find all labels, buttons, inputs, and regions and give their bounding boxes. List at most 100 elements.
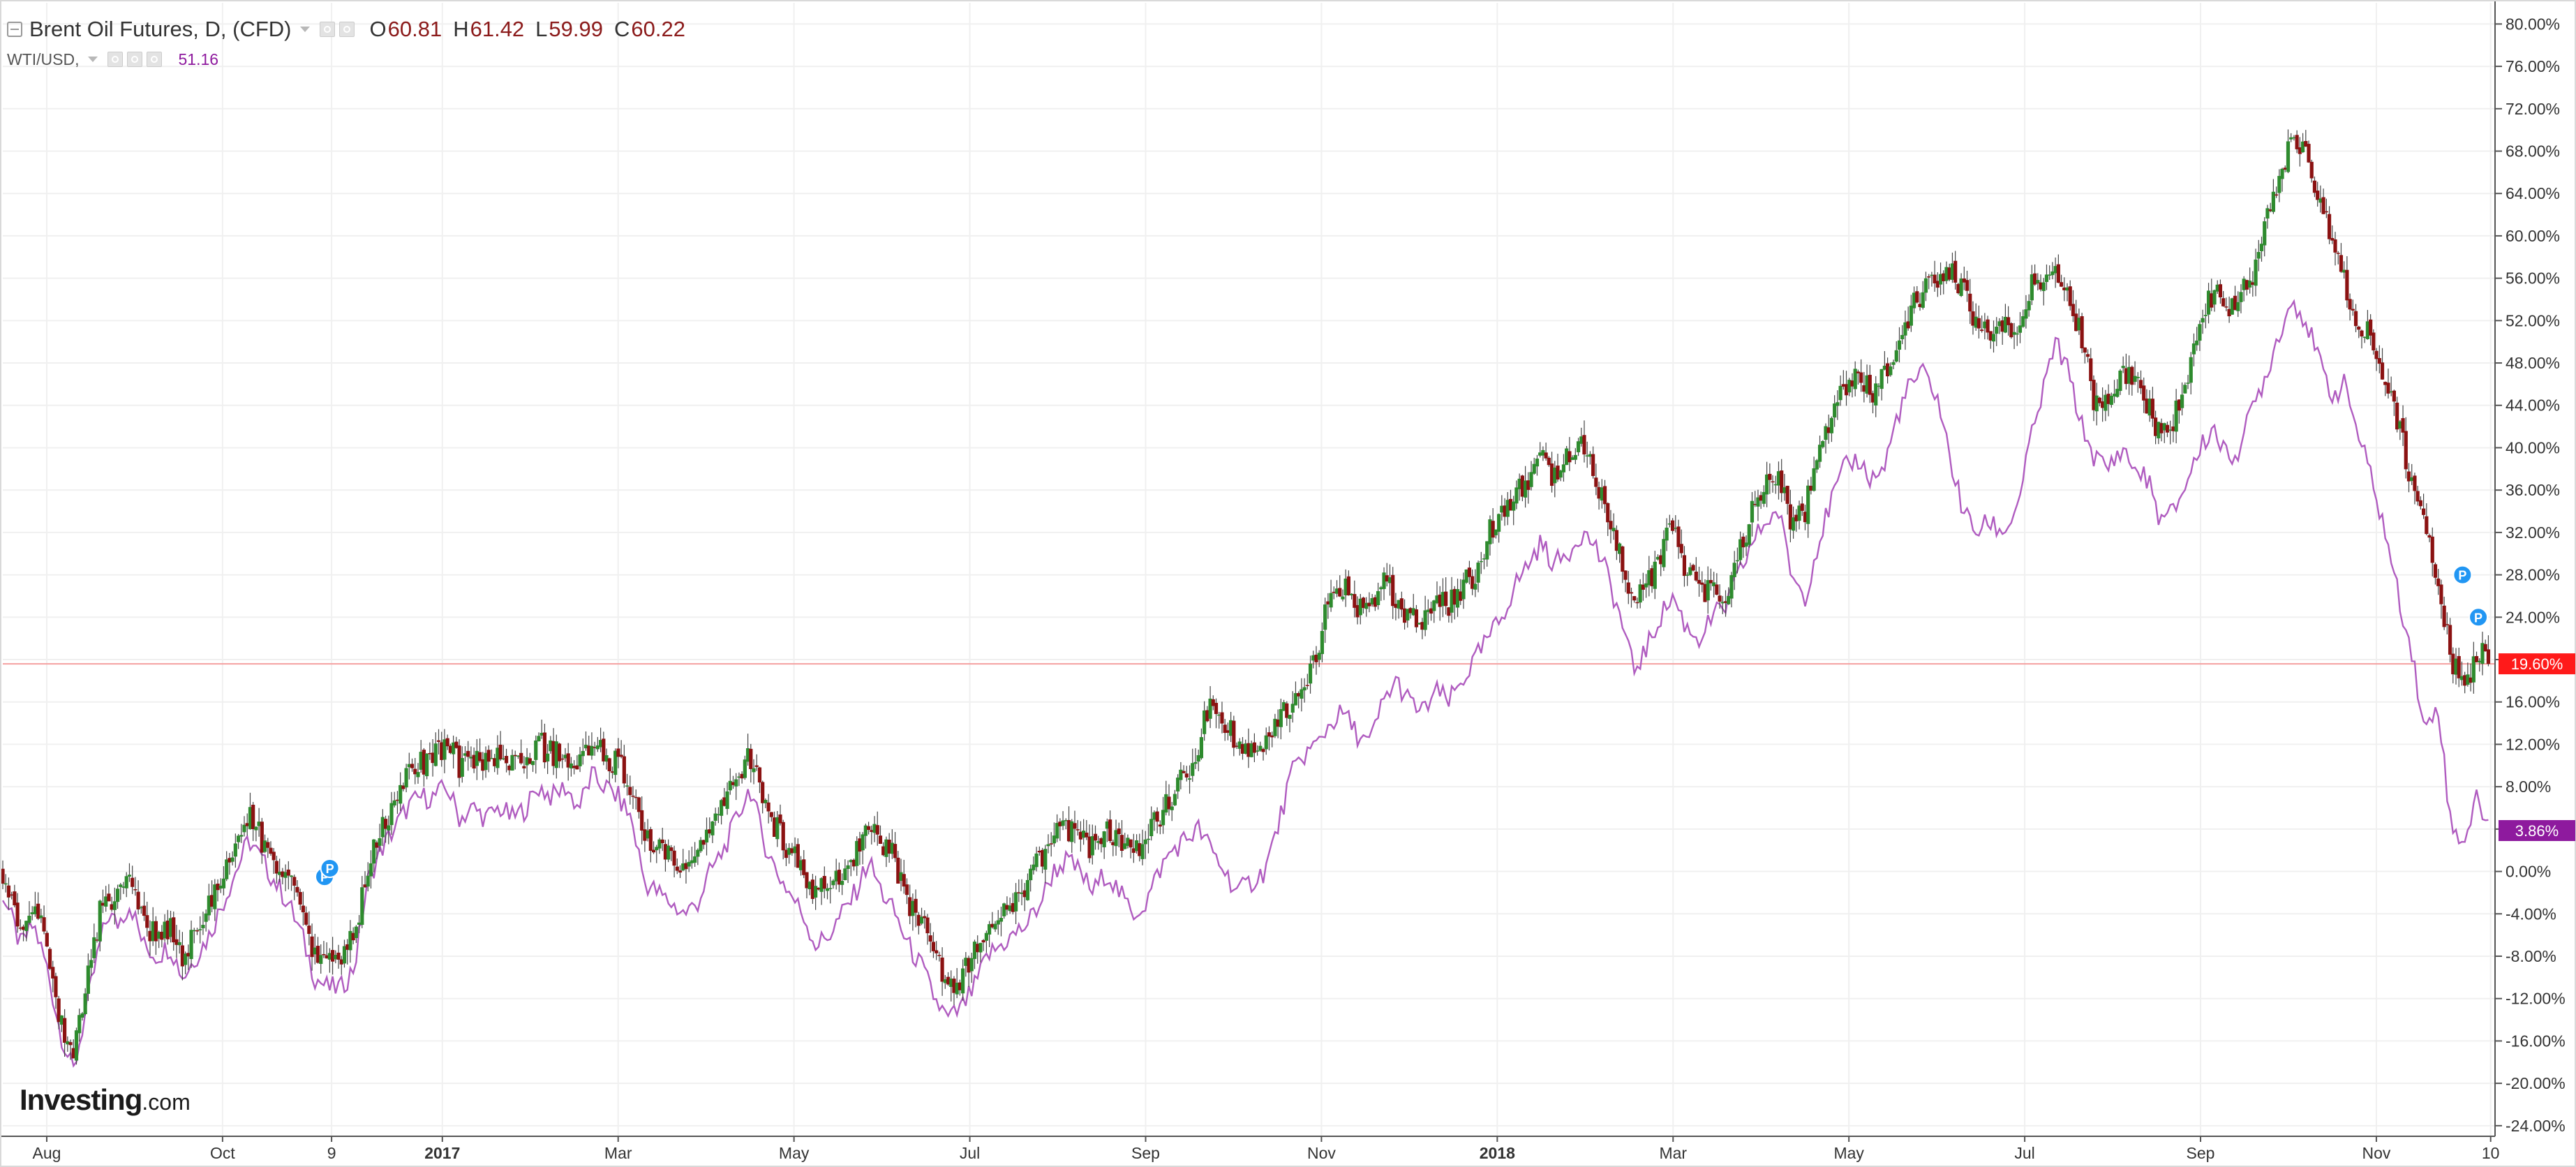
series-menu-chevron-down-icon[interactable] bbox=[299, 27, 310, 32]
candle-body bbox=[1373, 597, 1377, 607]
candle-body bbox=[2345, 269, 2349, 301]
candle-body bbox=[1267, 732, 1272, 737]
event-badge-circle[interactable] bbox=[2469, 607, 2489, 627]
investing-logo[interactable]: Investing .com bbox=[20, 1083, 191, 1117]
candle-body bbox=[749, 748, 753, 769]
candle-body bbox=[2224, 306, 2228, 308]
candle-body bbox=[699, 840, 703, 852]
candle-body bbox=[1900, 334, 1905, 340]
candle-body bbox=[1629, 592, 1634, 594]
candle-body bbox=[696, 849, 700, 857]
candle-body bbox=[2469, 677, 2473, 683]
candle-body bbox=[583, 745, 588, 749]
candle-body bbox=[2118, 370, 2122, 392]
candle-body bbox=[1482, 558, 1487, 560]
candle-body bbox=[2018, 325, 2023, 333]
compare-visibility-eye-icon[interactable] bbox=[107, 52, 123, 67]
candle-body bbox=[1991, 334, 1996, 342]
candle-body bbox=[2392, 390, 2396, 402]
candle-body bbox=[976, 944, 980, 953]
candle-body bbox=[1364, 602, 1369, 609]
candle-body bbox=[501, 758, 505, 760]
main-series-title[interactable]: Brent Oil Futures, D, (CFD) bbox=[29, 17, 292, 41]
candle-body bbox=[1641, 584, 1645, 590]
candle-body bbox=[775, 817, 780, 840]
event-badge-label[interactable]: P bbox=[2474, 611, 2482, 625]
y-tick-label: -16.00% bbox=[2506, 1032, 2566, 1050]
candle-body bbox=[1406, 609, 1410, 620]
candle-body bbox=[1974, 316, 1978, 328]
candle-body bbox=[2159, 423, 2164, 433]
candle-body bbox=[940, 957, 944, 982]
candle-body bbox=[2180, 394, 2184, 408]
candle-body bbox=[955, 982, 959, 995]
candle-body bbox=[2147, 399, 2152, 416]
candle-body bbox=[1523, 480, 1528, 498]
candle-body bbox=[1391, 574, 1395, 607]
candle-body bbox=[2459, 676, 2464, 681]
candle-body bbox=[716, 814, 720, 816]
candle-body bbox=[1105, 821, 1109, 829]
event-badge-circle[interactable] bbox=[2452, 565, 2473, 585]
candle-body bbox=[66, 1041, 70, 1045]
candle-body bbox=[80, 1013, 84, 1018]
candle-body bbox=[1609, 521, 1613, 530]
settings-gear-icon[interactable] bbox=[338, 22, 355, 37]
candle-body bbox=[233, 843, 237, 857]
candle-body bbox=[322, 953, 326, 956]
candle-body bbox=[2162, 423, 2166, 431]
compare-series-title[interactable]: WTI/USD, bbox=[7, 50, 80, 68]
candle-body bbox=[2309, 161, 2314, 179]
candle-body bbox=[39, 915, 43, 919]
candle-body bbox=[1794, 514, 1799, 521]
candle-body bbox=[1655, 556, 1660, 560]
candle-body bbox=[537, 736, 541, 742]
candle-body bbox=[581, 750, 585, 757]
candle-body bbox=[1329, 593, 1333, 608]
candle-body bbox=[616, 748, 620, 757]
compare-settings-gear-icon[interactable] bbox=[126, 52, 142, 67]
collapse-legend-icon[interactable] bbox=[7, 22, 22, 37]
candle-body bbox=[1438, 594, 1442, 607]
event-badge-label[interactable]: P bbox=[326, 862, 334, 876]
candle-body bbox=[404, 768, 408, 788]
candle-body bbox=[1300, 689, 1304, 699]
candle-body bbox=[327, 953, 332, 960]
candle-body bbox=[740, 773, 744, 779]
candle-body bbox=[1402, 608, 1407, 623]
event-badge-circle[interactable] bbox=[320, 858, 340, 879]
candle-body bbox=[657, 839, 662, 849]
candle-body bbox=[2218, 284, 2223, 298]
candle-body bbox=[395, 799, 400, 801]
y-tick-label: 56.00% bbox=[2506, 269, 2560, 288]
candle-body bbox=[675, 866, 679, 871]
candle-body bbox=[387, 825, 391, 831]
candle-body bbox=[1659, 555, 1663, 565]
candle-body bbox=[1529, 472, 1533, 487]
y-tick-label: 36.00% bbox=[2506, 481, 2560, 499]
candle-body bbox=[846, 865, 850, 869]
candle-body bbox=[15, 902, 20, 927]
candle-body bbox=[195, 930, 200, 932]
candle-body bbox=[1184, 773, 1189, 778]
candle-body bbox=[2189, 357, 2193, 383]
candle-body bbox=[1942, 273, 1946, 281]
event-badge-label[interactable]: P bbox=[2458, 569, 2466, 583]
visibility-eye-icon[interactable] bbox=[319, 22, 335, 37]
candle-body bbox=[2256, 251, 2261, 259]
candle-body bbox=[834, 870, 838, 882]
candle-body bbox=[248, 807, 253, 829]
candle-body bbox=[504, 755, 509, 764]
candle-body bbox=[1785, 486, 1789, 504]
candle-body bbox=[1918, 304, 1922, 307]
candle-body bbox=[1879, 369, 1884, 389]
compare-remove-close-icon[interactable] bbox=[146, 52, 162, 67]
wti-current-marker-bg bbox=[2499, 819, 2575, 841]
compare-menu-chevron-down-icon[interactable] bbox=[87, 57, 98, 62]
candle-body bbox=[1264, 735, 1268, 750]
high-label: H bbox=[453, 17, 469, 41]
candle-body bbox=[1046, 844, 1050, 847]
candle-body bbox=[1358, 598, 1362, 616]
